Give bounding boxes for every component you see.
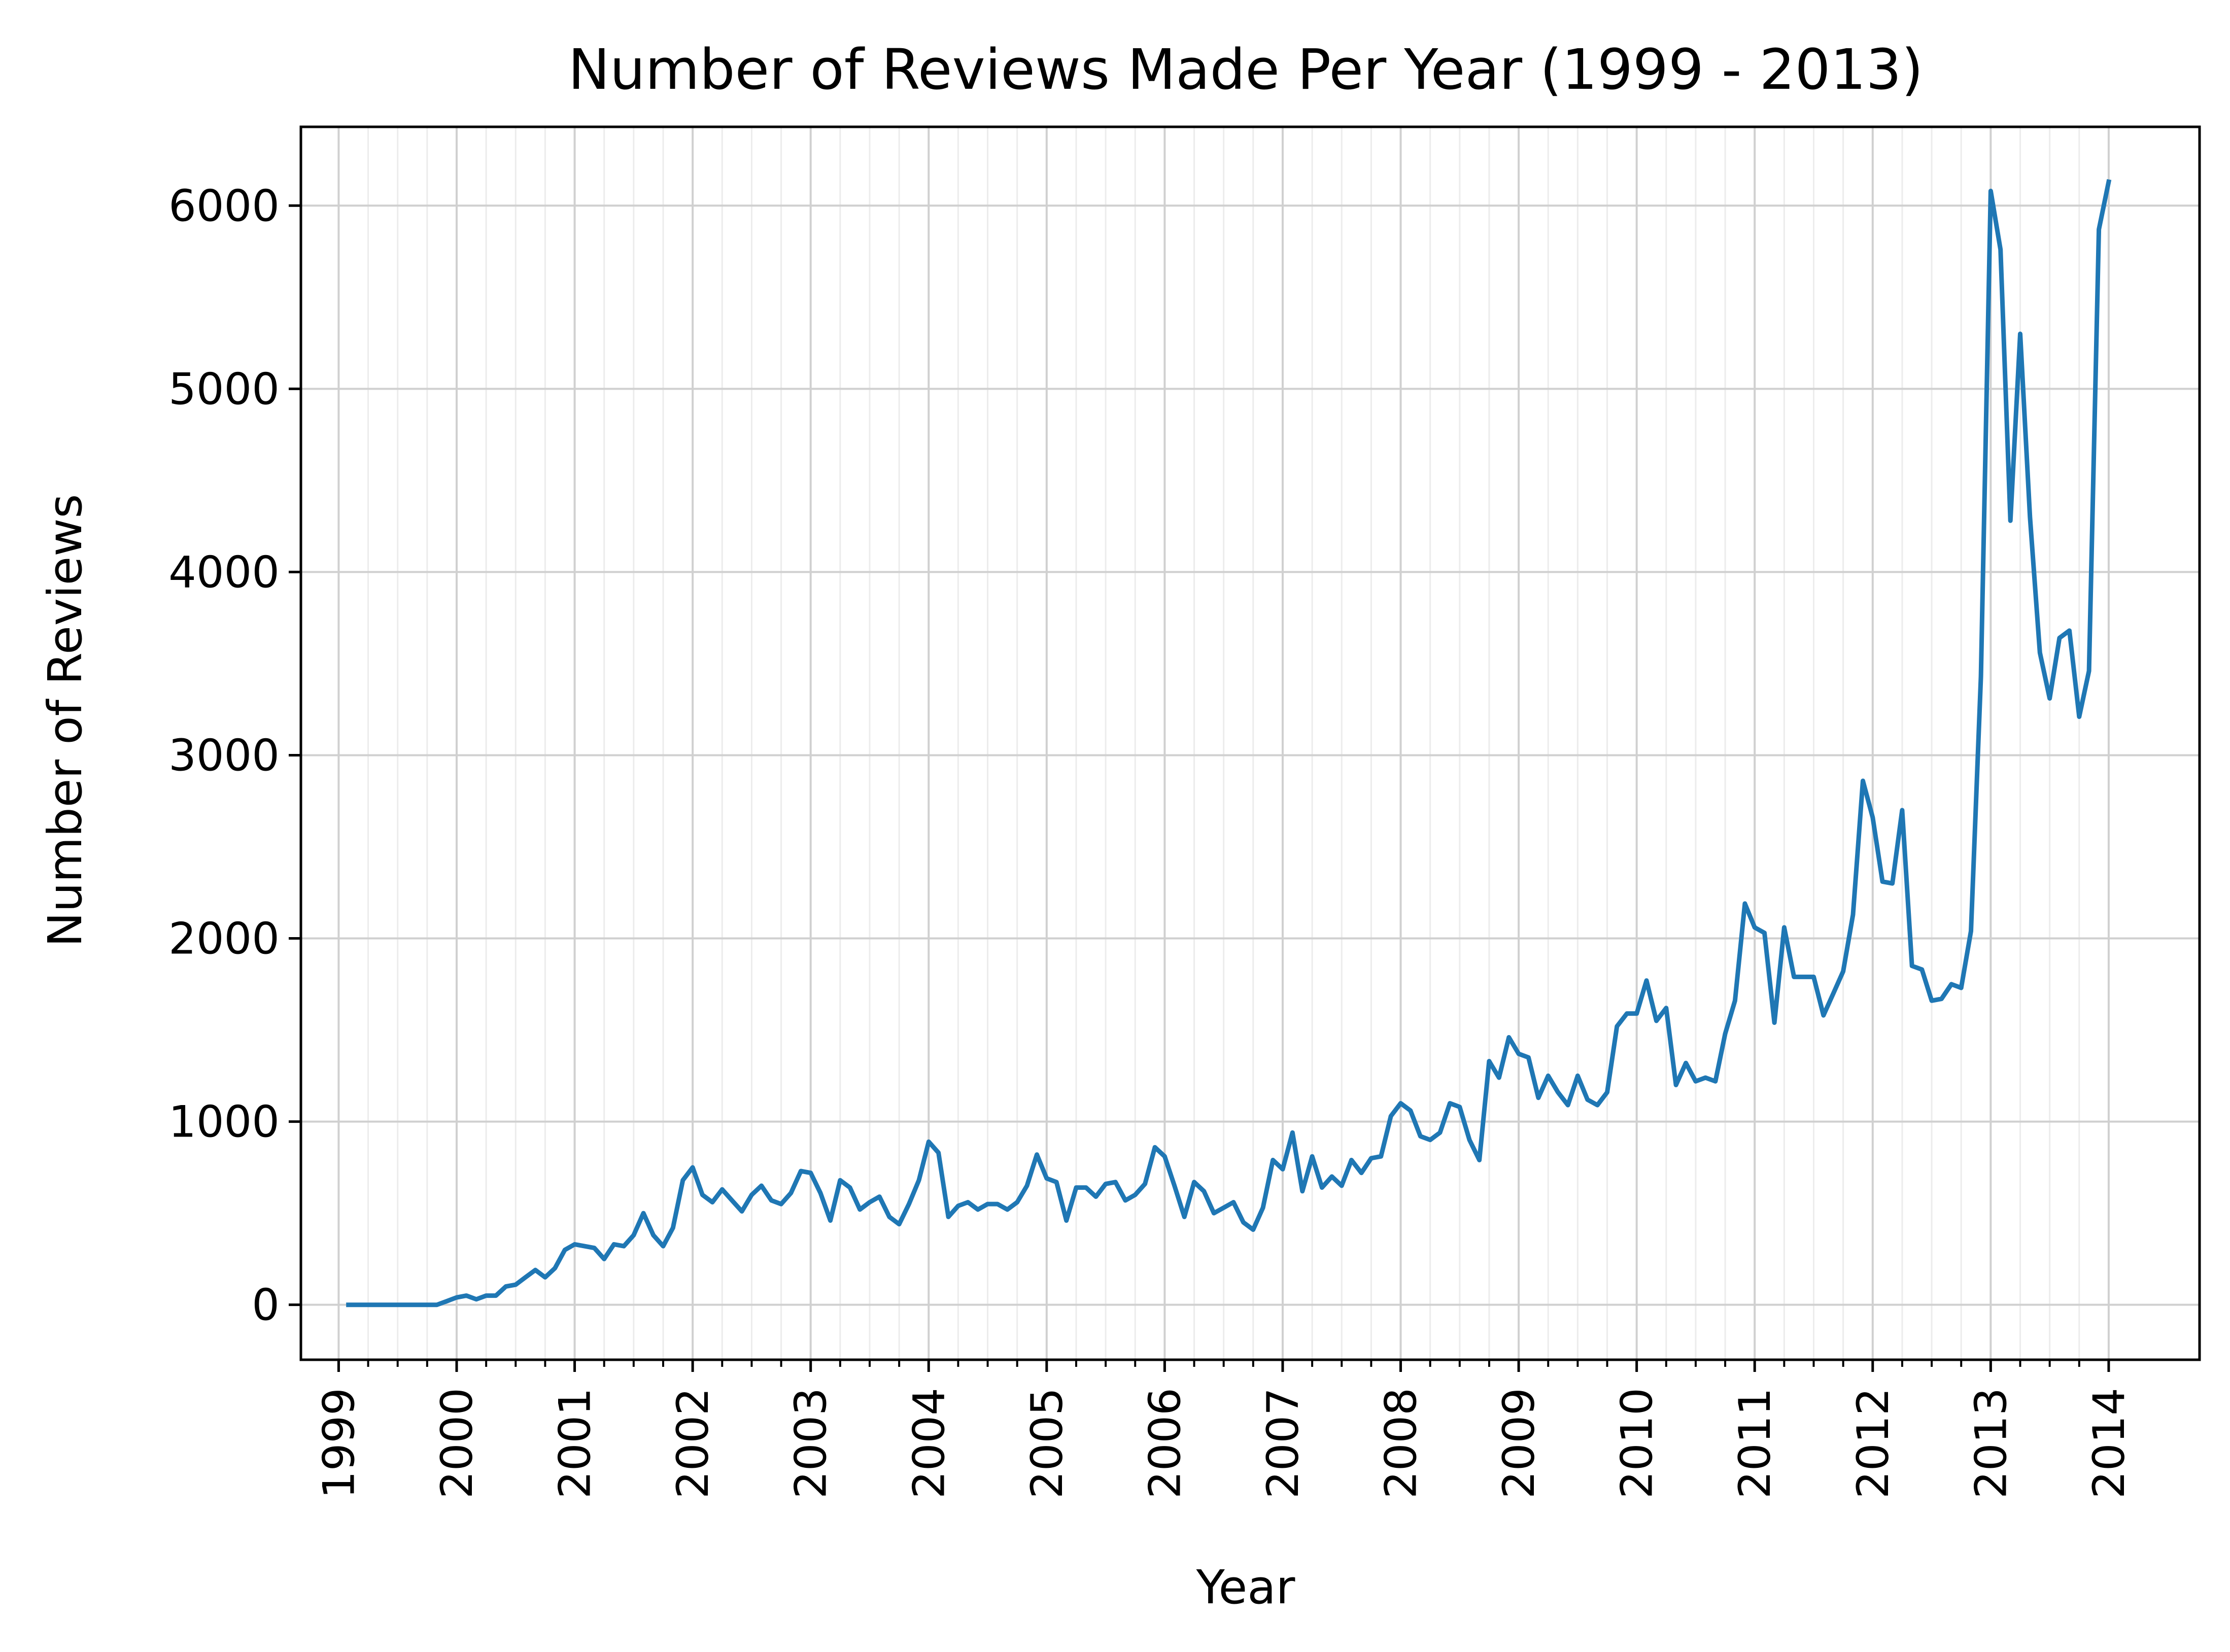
- minor-grid: [367, 127, 2080, 1360]
- x-axis-label: Year: [1196, 1560, 1295, 1614]
- plot-frame: [299, 125, 2201, 1361]
- x-tick-label: 2003: [786, 1388, 837, 1499]
- x-tick-label: 2012: [1848, 1388, 1899, 1499]
- x-tick-label: 2010: [1612, 1388, 1663, 1499]
- x-tick-label: 2005: [1022, 1388, 1073, 1499]
- y-tick-label: 1000: [168, 1097, 280, 1148]
- major-grid: [301, 127, 2200, 1360]
- y-tick-label: 2000: [168, 914, 280, 965]
- y-tick-label: 5000: [168, 364, 280, 415]
- x-tick-label: 2001: [550, 1388, 601, 1499]
- y-tick-label: 0: [252, 1280, 280, 1331]
- x-axis: 1999 2000 2001 2002 2003 2004 2005 2006 2007 2008…: [314, 1360, 2135, 1499]
- x-tick-label: 2011: [1730, 1388, 1780, 1499]
- x-tick-label: 2006: [1140, 1388, 1190, 1499]
- x-tick-label: 2002: [668, 1388, 718, 1499]
- x-tick-label: 2013: [1966, 1388, 2016, 1499]
- chart-title: Number of Reviews Made Per Year (1999 - …: [568, 37, 1924, 102]
- series-line-0: [346, 179, 2112, 1307]
- y-tick-label: 4000: [168, 547, 280, 598]
- x-tick-label: 2007: [1258, 1388, 1309, 1499]
- x-tick-label: 2008: [1376, 1388, 1427, 1499]
- x-tick-label: 1999: [314, 1388, 364, 1499]
- x-tick-label: 2004: [904, 1388, 954, 1499]
- x-tick-label: 2009: [1494, 1388, 1545, 1499]
- series-layer: [346, 179, 2112, 1307]
- x-tick-label: 2014: [2084, 1388, 2135, 1499]
- x-tick-label: 2000: [432, 1388, 483, 1499]
- y-axis-label: Number of Reviews: [38, 494, 92, 947]
- y-tick-label: 6000: [168, 181, 280, 231]
- y-tick-label: 3000: [168, 730, 280, 781]
- y-axis: 0 1000 2000 3000 4000 5000 6000: [168, 181, 301, 1331]
